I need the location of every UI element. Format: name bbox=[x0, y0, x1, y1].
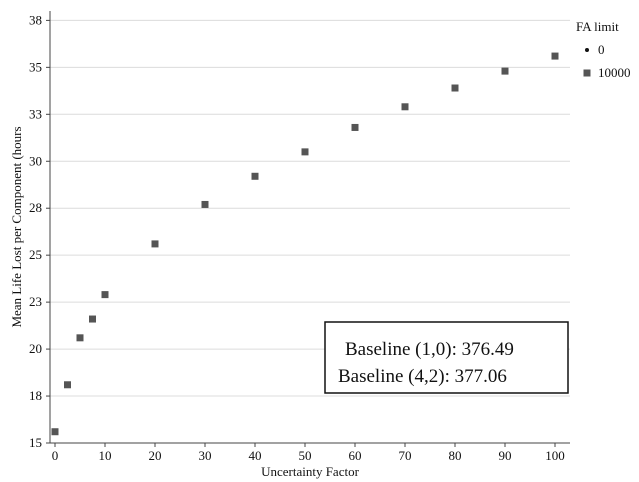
y-tick-label: 15 bbox=[29, 435, 42, 450]
legend: FA limit 0 10000 bbox=[576, 19, 631, 80]
data-point-series-10000 bbox=[201, 200, 209, 208]
data-point-series-10000 bbox=[351, 123, 359, 131]
data-point-series-10000 bbox=[401, 103, 409, 111]
x-tick-label: 0 bbox=[52, 448, 59, 463]
y-tick-label: 23 bbox=[29, 294, 42, 309]
data-point-series-10000 bbox=[151, 240, 159, 248]
data-point-series-10000 bbox=[451, 84, 459, 92]
y-tick-label: 30 bbox=[29, 153, 42, 168]
data-point-series-10000 bbox=[501, 67, 509, 75]
x-ticks: 0 10 20 30 40 50 60 70 80 90 100 bbox=[52, 443, 565, 463]
x-tick-label: 70 bbox=[399, 448, 412, 463]
data-point-series-10000 bbox=[89, 315, 96, 323]
annotation-line-2: Baseline (4,2): 377.06 bbox=[338, 366, 507, 387]
y-tick-label: 33 bbox=[29, 106, 42, 121]
x-tick-label: 30 bbox=[199, 448, 212, 463]
y-tick-label: 25 bbox=[29, 247, 42, 262]
annotation-line-1: Baseline (1,0): 376.49 bbox=[345, 339, 514, 360]
x-tick-label: 40 bbox=[249, 448, 262, 463]
x-tick-label: 90 bbox=[499, 448, 512, 463]
legend-marker-10000 bbox=[583, 69, 591, 77]
x-axis-title: Uncertainty Factor bbox=[261, 464, 359, 479]
axes bbox=[49, 11, 570, 444]
data-point-series-10000 bbox=[64, 381, 71, 389]
x-tick-label: 80 bbox=[449, 448, 462, 463]
y-tick-label: 35 bbox=[29, 59, 42, 74]
data-point-series-10000 bbox=[251, 172, 259, 180]
legend-label-10000: 10000 bbox=[598, 65, 631, 80]
y-tick-label: 28 bbox=[29, 200, 42, 215]
x-tick-label: 60 bbox=[349, 448, 362, 463]
data-point-series-10000 bbox=[51, 428, 59, 436]
y-tick-label: 20 bbox=[29, 341, 42, 356]
y-ticks: 15 18 20 23 25 28 30 33 35 38 bbox=[29, 12, 50, 450]
y-tick-label: 18 bbox=[29, 388, 42, 403]
x-tick-label: 20 bbox=[149, 448, 162, 463]
data-point-series-10000 bbox=[101, 291, 109, 299]
y-tick-label: 38 bbox=[29, 12, 42, 27]
baseline-annotation-box: Baseline (1,0): 376.49 Baseline (4,2): 3… bbox=[324, 321, 569, 394]
x-tick-label: 50 bbox=[299, 448, 312, 463]
y-axis-title: Mean Life Lost per Component (hours bbox=[9, 126, 24, 327]
x-tick-label: 10 bbox=[99, 448, 112, 463]
legend-title: FA limit bbox=[576, 19, 619, 34]
x-tick-label: 100 bbox=[545, 448, 565, 463]
data-points bbox=[51, 52, 559, 436]
annotation-frame bbox=[324, 321, 569, 394]
grid-lines bbox=[50, 19, 570, 397]
legend-marker-0 bbox=[585, 48, 589, 52]
data-point-series-10000 bbox=[301, 148, 309, 156]
data-point-series-10000 bbox=[76, 334, 84, 342]
data-point-series-10000 bbox=[551, 52, 559, 60]
legend-label-0: 0 bbox=[598, 42, 605, 57]
